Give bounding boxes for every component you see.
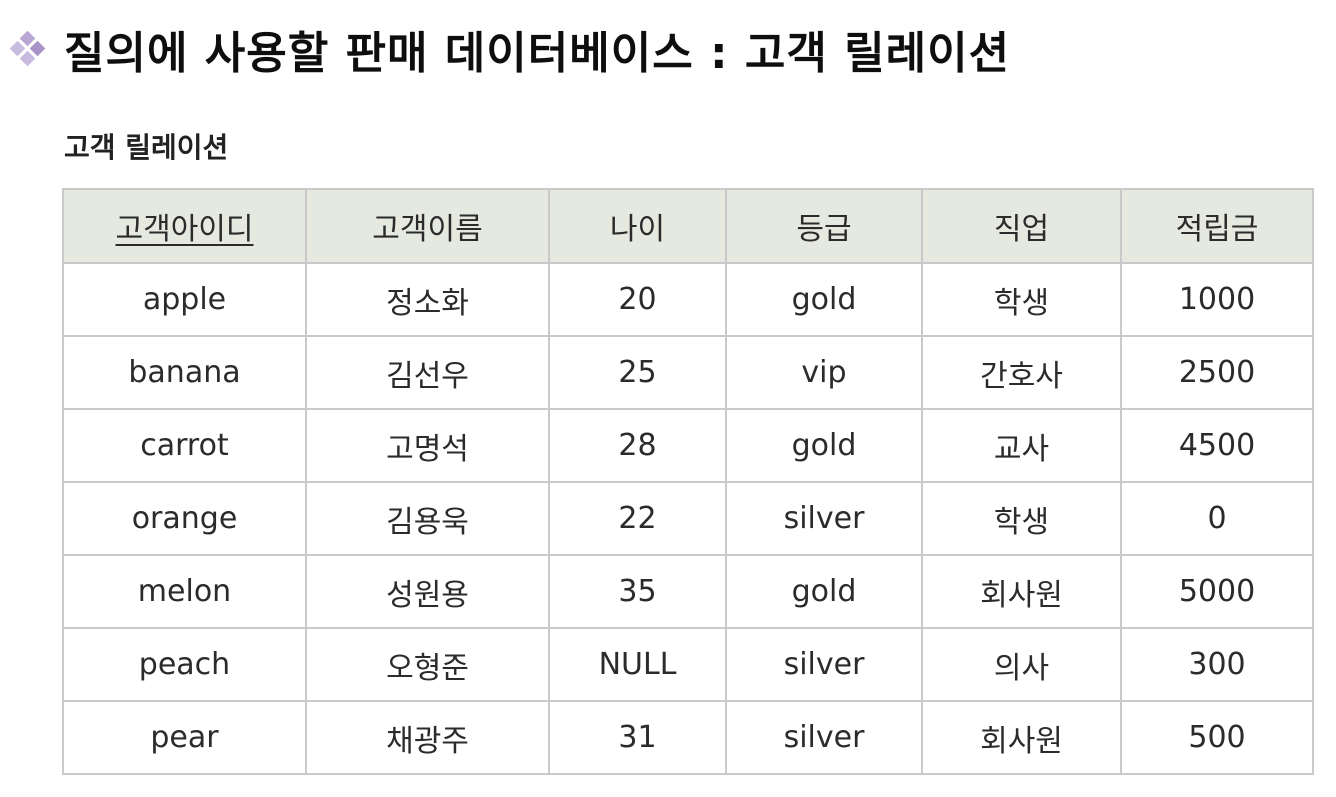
cell-points: 500: [1120, 700, 1314, 775]
column-header-customer-id: 고객아이디: [62, 188, 307, 264]
cell-points: 1000: [1120, 262, 1314, 337]
cell-grade: gold: [725, 554, 923, 629]
cell-age: 35: [548, 554, 727, 629]
cell-customer-name: 정소화: [305, 262, 550, 337]
table-header-row: 고객아이디 고객이름 나이 등급 직업 적립금: [62, 188, 1314, 264]
column-header-customer-name: 고객이름: [305, 188, 550, 264]
cell-customer-name: 오형준: [305, 627, 550, 702]
cell-age: NULL: [548, 627, 727, 702]
table-row: orange 김용욱 22 silver 학생 0: [62, 481, 1314, 556]
title-row: 질의에 사용할 판매 데이터베이스 : 고객 릴레이션: [9, 14, 1011, 84]
cell-points: 5000: [1120, 554, 1314, 629]
cell-customer-id: banana: [62, 335, 307, 410]
cell-age: 22: [548, 481, 727, 556]
cell-points: 0: [1120, 481, 1314, 556]
cell-customer-id: pear: [62, 700, 307, 775]
cell-job: 학생: [921, 481, 1122, 556]
cell-customer-name: 성원용: [305, 554, 550, 629]
cell-points: 300: [1120, 627, 1314, 702]
cell-grade: silver: [725, 700, 923, 775]
table-row: pear 채광주 31 silver 회사원 500: [62, 700, 1314, 775]
cell-grade: silver: [725, 627, 923, 702]
cell-age: 20: [548, 262, 727, 337]
cell-grade: silver: [725, 481, 923, 556]
cell-age: 31: [548, 700, 727, 775]
primary-key-label: 고객아이디: [115, 212, 254, 247]
table-row: carrot 고명석 28 gold 교사 4500: [62, 408, 1314, 483]
cell-customer-name: 고명석: [305, 408, 550, 483]
column-header-job: 직업: [921, 188, 1122, 264]
cell-customer-name: 김용욱: [305, 481, 550, 556]
column-header-grade: 등급: [725, 188, 923, 264]
cell-job: 학생: [921, 262, 1122, 337]
cell-age: 25: [548, 335, 727, 410]
customer-relation-table: 고객아이디 고객이름 나이 등급 직업 적립금 apple 정소화 20 gol…: [62, 188, 1314, 775]
cell-customer-id: melon: [62, 554, 307, 629]
table-row: peach 오형준 NULL silver 의사 300: [62, 627, 1314, 702]
cell-grade: gold: [725, 262, 923, 337]
table-row: melon 성원용 35 gold 회사원 5000: [62, 554, 1314, 629]
cell-customer-name: 채광주: [305, 700, 550, 775]
cell-points: 2500: [1120, 335, 1314, 410]
cell-points: 4500: [1120, 408, 1314, 483]
column-header-points: 적립금: [1120, 188, 1314, 264]
page-title: 질의에 사용할 판매 데이터베이스 : 고객 릴레이션: [64, 28, 1011, 79]
table-row: banana 김선우 25 vip 간호사 2500: [62, 335, 1314, 410]
cell-job: 교사: [921, 408, 1122, 483]
cell-job: 간호사: [921, 335, 1122, 410]
cell-customer-id: orange: [62, 481, 307, 556]
cell-job: 회사원: [921, 700, 1122, 775]
table-row: apple 정소화 20 gold 학생 1000: [62, 262, 1314, 337]
cell-job: 의사: [921, 627, 1122, 702]
cell-customer-name: 김선우: [305, 335, 550, 410]
cell-customer-id: carrot: [62, 408, 307, 483]
cell-job: 회사원: [921, 554, 1122, 629]
diamond-bullet-icon: [9, 30, 46, 67]
cell-grade: vip: [725, 335, 923, 410]
cell-customer-id: peach: [62, 627, 307, 702]
section-label: 고객 릴레이션: [64, 131, 229, 164]
cell-customer-id: apple: [62, 262, 307, 337]
column-header-age: 나이: [548, 188, 727, 264]
cell-age: 28: [548, 408, 727, 483]
cell-grade: gold: [725, 408, 923, 483]
